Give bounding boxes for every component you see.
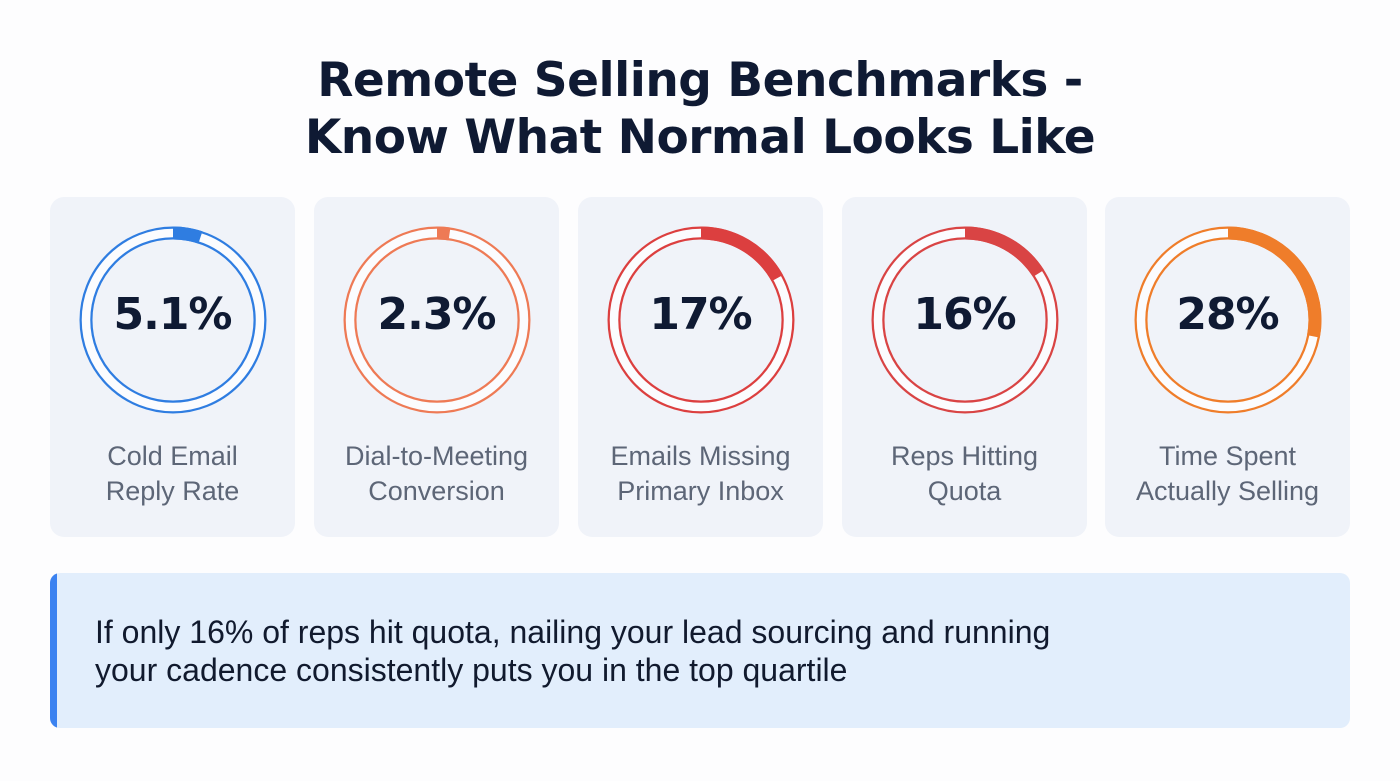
label-line-2: Primary Inbox (617, 476, 784, 506)
ring-progress-arc (607, 226, 795, 414)
label-line-2: Quota (927, 476, 1002, 506)
benchmark-value: 5.1% (113, 289, 232, 340)
benchmark-card: 2.3% Dial-to-Meeting Conversion (314, 197, 559, 537)
callout-banner: If only 16% of reps hit quota, nailing y… (50, 573, 1350, 728)
benchmark-label: Emails Missing Primary Inbox (578, 439, 823, 509)
progress-ring (79, 226, 267, 414)
label-line-2: Conversion (368, 476, 505, 506)
label-line-1: Cold Email (107, 441, 238, 471)
callout-line-2: your cadence consistently puts you in th… (95, 652, 848, 688)
label-line-2: Actually Selling (1135, 476, 1320, 506)
benchmark-card: 16% Reps Hitting Quota (842, 197, 1087, 537)
ring-progress-arc (79, 226, 267, 414)
page-title: Remote Selling Benchmarks - Know What Nor… (0, 52, 1400, 166)
ring-progress-arc (343, 226, 531, 414)
benchmark-value: 28% (1176, 289, 1279, 340)
callout-line-1: If only 16% of reps hit quota, nailing y… (95, 614, 1051, 650)
label-line-1: Time Spent (1158, 441, 1297, 471)
progress-ring (607, 226, 795, 414)
callout-text: If only 16% of reps hit quota, nailing y… (95, 613, 1295, 689)
title-line-1: Remote Selling Benchmarks - (317, 53, 1083, 108)
progress-ring (871, 226, 1059, 414)
benchmark-label: Time Spent Actually Selling (1105, 439, 1350, 509)
callout-accent-bar (50, 573, 57, 728)
title-line-2: Know What Normal Looks Like (304, 110, 1096, 165)
benchmark-card: 28% Time Spent Actually Selling (1105, 197, 1350, 537)
benchmark-value: 16% (913, 289, 1016, 340)
benchmark-value: 2.3% (377, 289, 496, 340)
benchmark-card: 5.1% Cold Email Reply Rate (50, 197, 295, 537)
benchmark-value: 17% (649, 289, 752, 340)
benchmark-label: Reps Hitting Quota (842, 439, 1087, 509)
label-line-1: Reps Hitting (890, 441, 1039, 471)
benchmark-label: Cold Email Reply Rate (50, 439, 295, 509)
progress-ring (343, 226, 531, 414)
benchmark-card: 17% Emails Missing Primary Inbox (578, 197, 823, 537)
label-line-2: Reply Rate (105, 476, 240, 506)
label-line-1: Emails Missing (610, 441, 791, 471)
benchmark-label: Dial-to-Meeting Conversion (314, 439, 559, 509)
label-line-1: Dial-to-Meeting (344, 441, 529, 471)
ring-progress-arc (871, 226, 1059, 414)
progress-ring (1134, 226, 1322, 414)
ring-progress-arc (1134, 226, 1322, 414)
